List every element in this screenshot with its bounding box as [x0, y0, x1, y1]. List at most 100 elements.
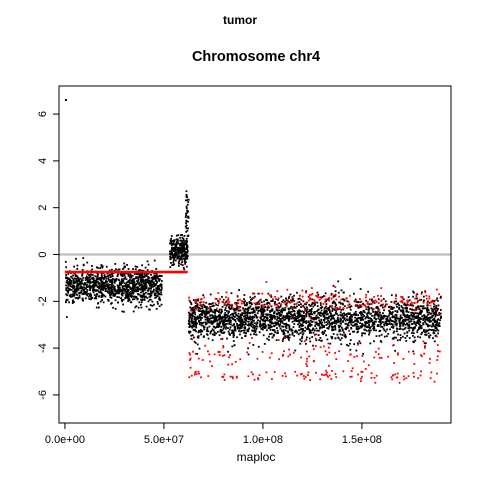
- data-point: [305, 320, 308, 323]
- data-point: [292, 314, 294, 317]
- data-point: [297, 323, 300, 326]
- data-point: [379, 329, 382, 332]
- data-point: [384, 330, 387, 333]
- data-point: [225, 291, 228, 294]
- data-point: [101, 299, 104, 301]
- data-point: [96, 273, 99, 276]
- data-point: [413, 336, 416, 339]
- data-point: [403, 332, 406, 335]
- data-point: [68, 280, 71, 282]
- data-point: [288, 300, 290, 303]
- data-point: [424, 307, 427, 310]
- data-point: [217, 304, 220, 307]
- data-point: [387, 355, 390, 358]
- data-point: [337, 336, 340, 339]
- data-point: [92, 278, 95, 281]
- data-point: [377, 302, 380, 304]
- data-point: [411, 315, 414, 318]
- data-point: [335, 307, 338, 309]
- data-point: [130, 280, 133, 282]
- data-point: [185, 265, 188, 268]
- data-point: [370, 303, 373, 306]
- data-point: [323, 295, 326, 298]
- data-point: [221, 305, 224, 308]
- data-point: [301, 289, 304, 292]
- data-point: [190, 301, 192, 304]
- data-point: [128, 291, 131, 294]
- data-point: [377, 307, 380, 310]
- data-point: [141, 275, 144, 277]
- data-point: [185, 219, 188, 222]
- data-point: [191, 334, 194, 337]
- data-point: [276, 315, 279, 318]
- data-point: [72, 290, 75, 293]
- data-point: [257, 306, 260, 309]
- data-point: [362, 332, 365, 335]
- data-point: [321, 326, 323, 329]
- data-point: [287, 307, 290, 310]
- data-point: [178, 255, 181, 258]
- data-point: [220, 330, 222, 332]
- data-point: [434, 314, 437, 316]
- data-point: [303, 317, 306, 320]
- data-point: [111, 280, 114, 282]
- data-point: [141, 281, 143, 284]
- data-point: [428, 336, 431, 339]
- data-point: [367, 290, 370, 293]
- data-point: [143, 276, 146, 278]
- data-point: [375, 329, 378, 332]
- data-point: [249, 316, 252, 319]
- data-point: [333, 322, 336, 325]
- data-point: [216, 320, 219, 322]
- data-point: [338, 301, 340, 304]
- data-point: [325, 334, 328, 337]
- data-point: [192, 307, 194, 309]
- data-point: [90, 298, 92, 301]
- data-point: [215, 326, 218, 328]
- data-point: [404, 323, 407, 326]
- data-point: [282, 325, 284, 328]
- data-point: [299, 328, 302, 331]
- data-point: [108, 269, 111, 272]
- data-point: [297, 315, 299, 318]
- data-point: [239, 320, 242, 323]
- data-point: [406, 323, 409, 326]
- data-point: [269, 311, 271, 313]
- data-point: [320, 309, 323, 312]
- data-point: [386, 303, 388, 306]
- data-point: [99, 276, 102, 279]
- data-point: [248, 327, 251, 330]
- data-point: [415, 307, 418, 310]
- data-point: [269, 333, 271, 336]
- data-point: [395, 323, 398, 325]
- data-point: [436, 344, 439, 346]
- data-point: [332, 329, 335, 331]
- data-point: [72, 278, 75, 281]
- data-point: [325, 324, 328, 326]
- data-point: [388, 306, 390, 308]
- data-point: [215, 309, 218, 312]
- data-point: [305, 322, 308, 324]
- data-point: [152, 283, 154, 286]
- data-point: [288, 317, 291, 320]
- data-point: [252, 373, 254, 376]
- data-point: [160, 291, 162, 294]
- data-point: [233, 307, 236, 310]
- data-point: [115, 277, 118, 280]
- data-point: [143, 299, 146, 301]
- data-point: [396, 303, 399, 305]
- data-point: [75, 284, 78, 287]
- data-point: [436, 359, 439, 361]
- data-point: [123, 285, 126, 287]
- data-point: [180, 263, 183, 266]
- data-point: [125, 284, 128, 287]
- data-point: [275, 318, 278, 321]
- data-point: [347, 313, 350, 316]
- data-point: [415, 308, 418, 311]
- data-point: [130, 274, 133, 277]
- data-point: [414, 339, 417, 342]
- data-point: [129, 294, 132, 297]
- data-point: [373, 316, 376, 319]
- data-point: [147, 276, 150, 278]
- data-point: [110, 268, 113, 271]
